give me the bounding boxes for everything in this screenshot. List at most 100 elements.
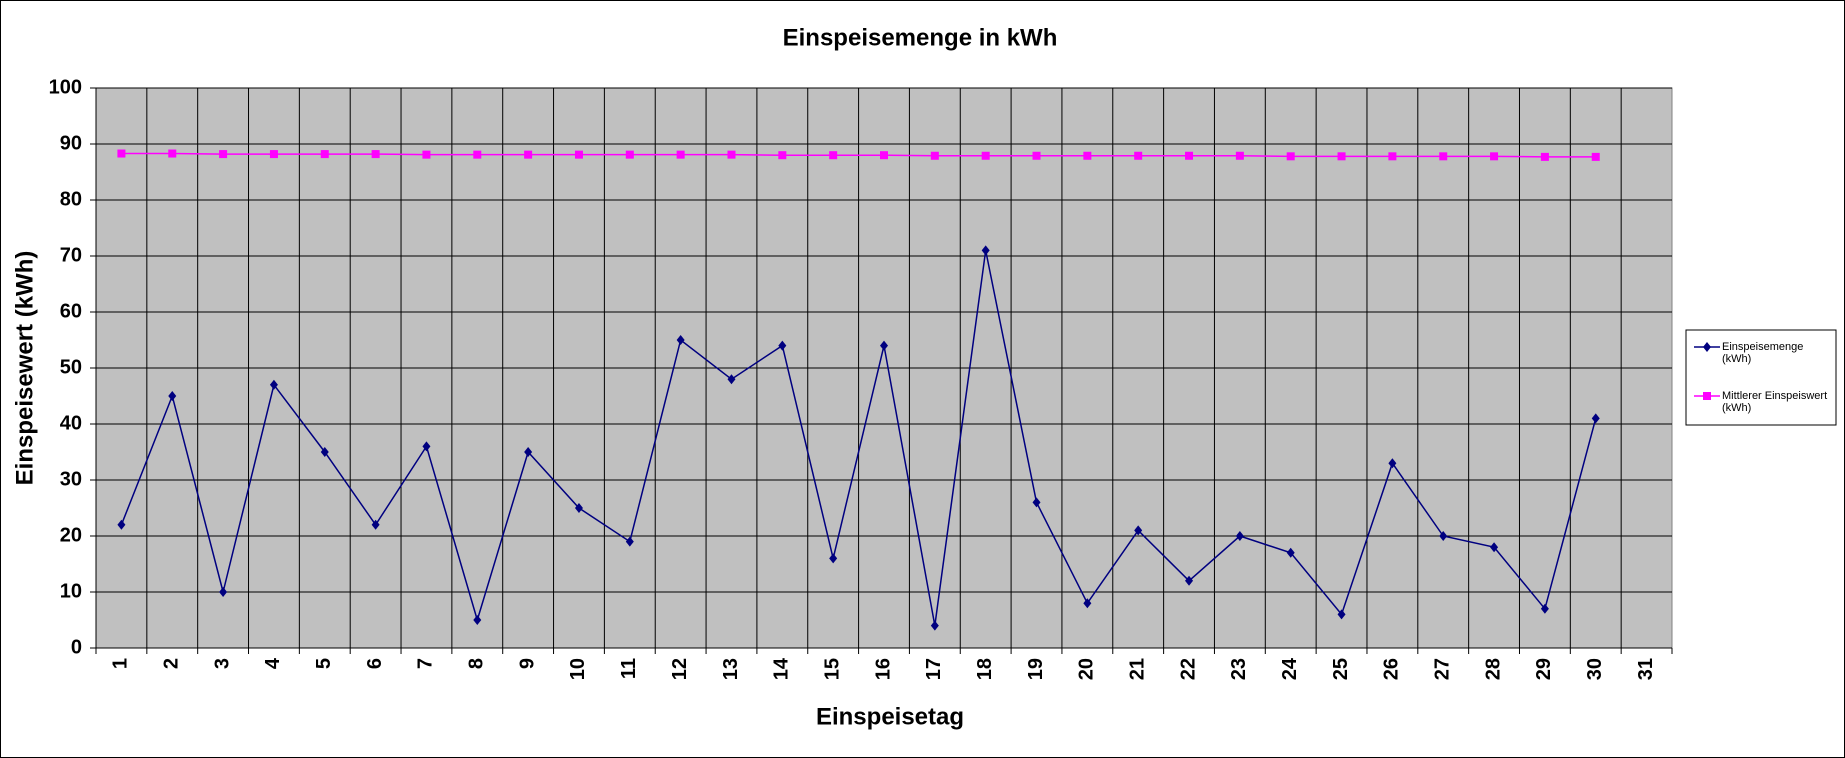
x-tick-label: 2 xyxy=(161,658,183,669)
x-tick-label: 1 xyxy=(110,658,132,669)
point xyxy=(320,447,329,457)
y-tick-label: 50 xyxy=(60,356,82,378)
point xyxy=(1235,531,1244,541)
point xyxy=(1388,458,1397,469)
x-tick-label: 9 xyxy=(516,658,538,669)
point xyxy=(269,150,278,159)
point xyxy=(1235,151,1244,160)
point xyxy=(625,150,634,159)
point xyxy=(117,519,126,530)
point xyxy=(574,150,583,159)
x-tick-label: 5 xyxy=(313,658,335,669)
x-tick-label: 8 xyxy=(466,658,488,669)
y-tick-label: 70 xyxy=(60,244,82,266)
point xyxy=(676,150,685,159)
point xyxy=(117,149,126,158)
point xyxy=(981,245,990,256)
x-tick-label: 20 xyxy=(1076,658,1098,680)
point xyxy=(676,335,685,345)
series-line xyxy=(121,152,1596,158)
point xyxy=(930,620,939,631)
y-axis-title: Einspeisewert (kWh) xyxy=(11,251,38,486)
y-tick-label: 0 xyxy=(71,636,82,658)
point xyxy=(168,391,177,401)
x-tick-label: 28 xyxy=(1482,658,1504,680)
point xyxy=(1591,152,1600,161)
point xyxy=(473,150,482,159)
point xyxy=(219,587,228,597)
point xyxy=(473,615,482,625)
point xyxy=(1083,598,1092,609)
point xyxy=(1540,152,1549,161)
legend-label-box: Einspeisemenge (kWh) xyxy=(1722,341,1803,365)
point xyxy=(981,151,990,160)
point xyxy=(625,536,634,547)
x-axis-title: Einspeisetag xyxy=(816,703,964,730)
point xyxy=(422,150,431,159)
point xyxy=(524,447,533,457)
point xyxy=(829,553,838,564)
point xyxy=(168,149,177,158)
x-tick-label: 6 xyxy=(364,658,386,669)
point xyxy=(1337,152,1346,161)
x-tick-label: 7 xyxy=(415,658,437,669)
x-tick-label: 23 xyxy=(1228,658,1250,680)
y-tick-label: 90 xyxy=(60,132,82,154)
point xyxy=(1439,152,1448,161)
point xyxy=(1388,152,1397,161)
point xyxy=(371,150,380,159)
x-tick-label: 17 xyxy=(923,658,945,680)
point xyxy=(778,151,787,160)
point xyxy=(1591,413,1600,424)
point xyxy=(1134,151,1143,160)
x-tick-label: 12 xyxy=(669,658,691,680)
point xyxy=(930,151,939,160)
x-tick-label: 24 xyxy=(1279,657,1301,680)
point xyxy=(1490,152,1499,161)
y-tick-label: 20 xyxy=(60,524,82,546)
point xyxy=(320,150,329,159)
point xyxy=(524,150,533,159)
y-tick-label: 60 xyxy=(60,300,82,322)
x-tick-label: 30 xyxy=(1584,658,1606,680)
x-tick-label: 18 xyxy=(974,658,996,680)
point xyxy=(778,340,787,351)
y-tick-label: 100 xyxy=(49,76,82,98)
x-tick-label: 25 xyxy=(1330,658,1352,680)
point xyxy=(1337,609,1346,620)
point xyxy=(1286,547,1295,558)
point xyxy=(1032,497,1041,508)
x-tick-label: 27 xyxy=(1432,658,1454,680)
point xyxy=(1540,603,1549,614)
point xyxy=(727,374,736,385)
x-tick-label: 13 xyxy=(720,658,742,680)
x-tick-label: 15 xyxy=(821,658,843,680)
x-tick-label: 4 xyxy=(262,657,284,669)
point xyxy=(574,503,583,513)
legend xyxy=(1685,329,1837,426)
chart-title: Einspeisemenge in kWh xyxy=(783,24,1058,51)
x-tick-label: 3 xyxy=(211,658,233,669)
legend-label: Mittlerer Einspeiswert (kWh) xyxy=(1722,390,1828,414)
x-tick-label: 10 xyxy=(567,658,589,680)
point xyxy=(880,151,888,160)
x-tick-label: 26 xyxy=(1381,658,1403,680)
point xyxy=(422,441,431,452)
x-tick-label: 11 xyxy=(618,658,640,679)
point xyxy=(219,150,228,159)
x-tick-label: 19 xyxy=(1025,658,1047,680)
point xyxy=(1032,151,1041,160)
x-tick-label: 29 xyxy=(1533,658,1555,680)
point xyxy=(1134,525,1143,536)
y-tick-label: 30 xyxy=(60,468,82,490)
point xyxy=(1286,152,1295,161)
point xyxy=(1083,151,1092,160)
point xyxy=(1439,531,1448,541)
y-tick-label: 80 xyxy=(60,188,82,210)
x-tick-label: 21 xyxy=(1126,658,1148,680)
point xyxy=(371,519,380,530)
y-tick-label: 40 xyxy=(60,412,82,434)
x-tick-label: 16 xyxy=(872,658,894,680)
x-tick-label: 31 xyxy=(1635,658,1657,680)
